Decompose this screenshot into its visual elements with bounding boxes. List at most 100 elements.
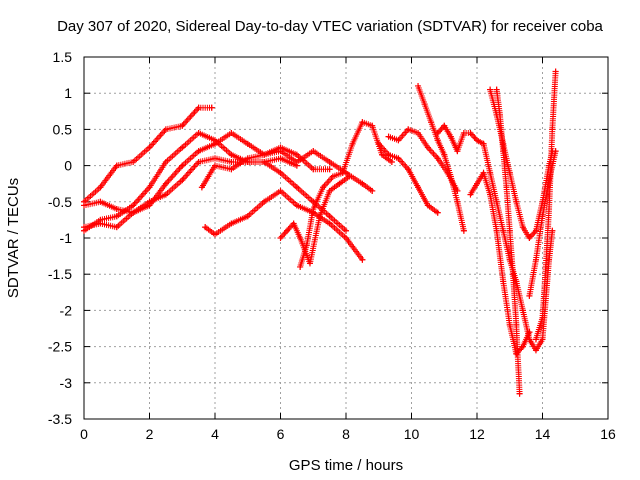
x-tick-label: 8 xyxy=(342,426,350,442)
data-point xyxy=(487,86,494,93)
data-point xyxy=(293,158,300,165)
data-point xyxy=(532,347,539,354)
x-tick-label: 12 xyxy=(469,426,485,442)
data-point xyxy=(310,198,317,205)
data-point xyxy=(467,130,474,137)
data-point xyxy=(539,336,546,343)
data-point xyxy=(320,184,327,191)
data-point xyxy=(293,151,300,158)
data-point xyxy=(339,169,346,176)
data-point xyxy=(454,198,461,205)
data-point xyxy=(212,162,218,169)
data-point xyxy=(179,122,186,129)
series-track-16 xyxy=(487,86,556,241)
data-point xyxy=(546,177,553,184)
series-track-2 xyxy=(81,130,300,234)
data-point xyxy=(474,180,480,187)
series-track-12 xyxy=(434,122,487,155)
data-point xyxy=(261,151,268,158)
data-point xyxy=(306,260,313,267)
series-track-7 xyxy=(277,173,353,267)
data-point xyxy=(526,292,533,299)
data-point xyxy=(532,336,539,343)
y-tick-label: -1 xyxy=(60,230,73,246)
data-point xyxy=(395,155,402,162)
data-point xyxy=(519,343,526,350)
data-point xyxy=(202,224,209,231)
data-point xyxy=(421,101,428,108)
data-point xyxy=(277,148,284,155)
series-track-11 xyxy=(415,82,467,234)
data-point xyxy=(277,187,284,194)
data-point xyxy=(359,180,366,187)
data-point xyxy=(467,191,474,198)
data-point xyxy=(480,140,487,147)
data-point xyxy=(519,224,526,231)
data-point xyxy=(441,151,448,158)
y-tick-label: -3 xyxy=(60,375,73,391)
data-point xyxy=(195,130,202,137)
data-point xyxy=(546,206,553,213)
data-point xyxy=(441,122,448,129)
data-point xyxy=(388,158,395,165)
data-point xyxy=(415,82,422,89)
data-point xyxy=(359,256,366,263)
data-point xyxy=(261,198,268,205)
data-point xyxy=(297,263,304,270)
data-point xyxy=(415,184,422,191)
data-point xyxy=(546,256,553,263)
x-tick-label: 14 xyxy=(535,426,551,442)
data-point xyxy=(113,224,120,231)
data-point xyxy=(385,151,392,158)
data-point xyxy=(487,169,494,176)
data-point xyxy=(513,278,520,285)
data-point xyxy=(460,227,467,234)
data-point xyxy=(552,68,559,75)
y-tick-label: 1.5 xyxy=(53,49,73,65)
data-point xyxy=(359,119,366,126)
data-point xyxy=(539,314,546,321)
data-point xyxy=(516,390,523,397)
data-point xyxy=(310,206,317,213)
data-point xyxy=(146,184,153,191)
data-point xyxy=(454,148,461,155)
data-point xyxy=(261,158,268,165)
data-point xyxy=(500,278,507,285)
data-point xyxy=(179,162,186,169)
series-track-6 xyxy=(202,187,366,263)
data-point xyxy=(379,151,386,158)
y-axis-label: SDTVAR / TECUs xyxy=(5,178,22,298)
data-point xyxy=(542,263,549,270)
data-point xyxy=(385,133,392,140)
data-point xyxy=(212,140,218,147)
data-point xyxy=(316,213,323,220)
data-point xyxy=(539,213,546,220)
x-tick-label: 0 xyxy=(80,426,88,442)
data-point xyxy=(179,177,186,184)
data-point xyxy=(349,140,356,147)
series-markers xyxy=(487,86,556,241)
data-point xyxy=(503,184,510,191)
data-point xyxy=(113,162,120,169)
x-tick-label: 16 xyxy=(600,426,616,442)
data-point xyxy=(290,220,297,227)
data-point xyxy=(526,235,533,241)
y-tick-label: -0.5 xyxy=(48,194,72,210)
data-point xyxy=(415,130,422,137)
x-tick-label: 2 xyxy=(146,426,154,442)
data-point xyxy=(343,227,349,234)
data-point xyxy=(500,227,507,234)
data-point xyxy=(506,256,513,263)
data-point xyxy=(447,173,454,180)
y-tick-label: -2 xyxy=(60,302,73,318)
data-point xyxy=(369,122,376,129)
y-tick-label: 0.5 xyxy=(53,121,73,137)
data-point xyxy=(97,184,104,191)
series-track-9 xyxy=(375,140,441,216)
data-point xyxy=(228,151,235,158)
chart-title: Day 307 of 2020, Sidereal Day-to-day VTE… xyxy=(57,18,603,35)
data-point xyxy=(146,198,153,205)
data-point xyxy=(513,198,520,205)
data-point xyxy=(326,158,333,165)
data-point xyxy=(195,158,202,165)
